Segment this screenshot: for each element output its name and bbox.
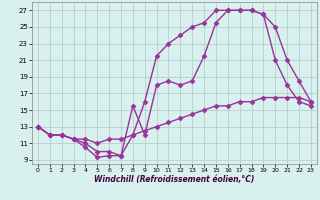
X-axis label: Windchill (Refroidissement éolien,°C): Windchill (Refroidissement éolien,°C): [94, 175, 255, 184]
